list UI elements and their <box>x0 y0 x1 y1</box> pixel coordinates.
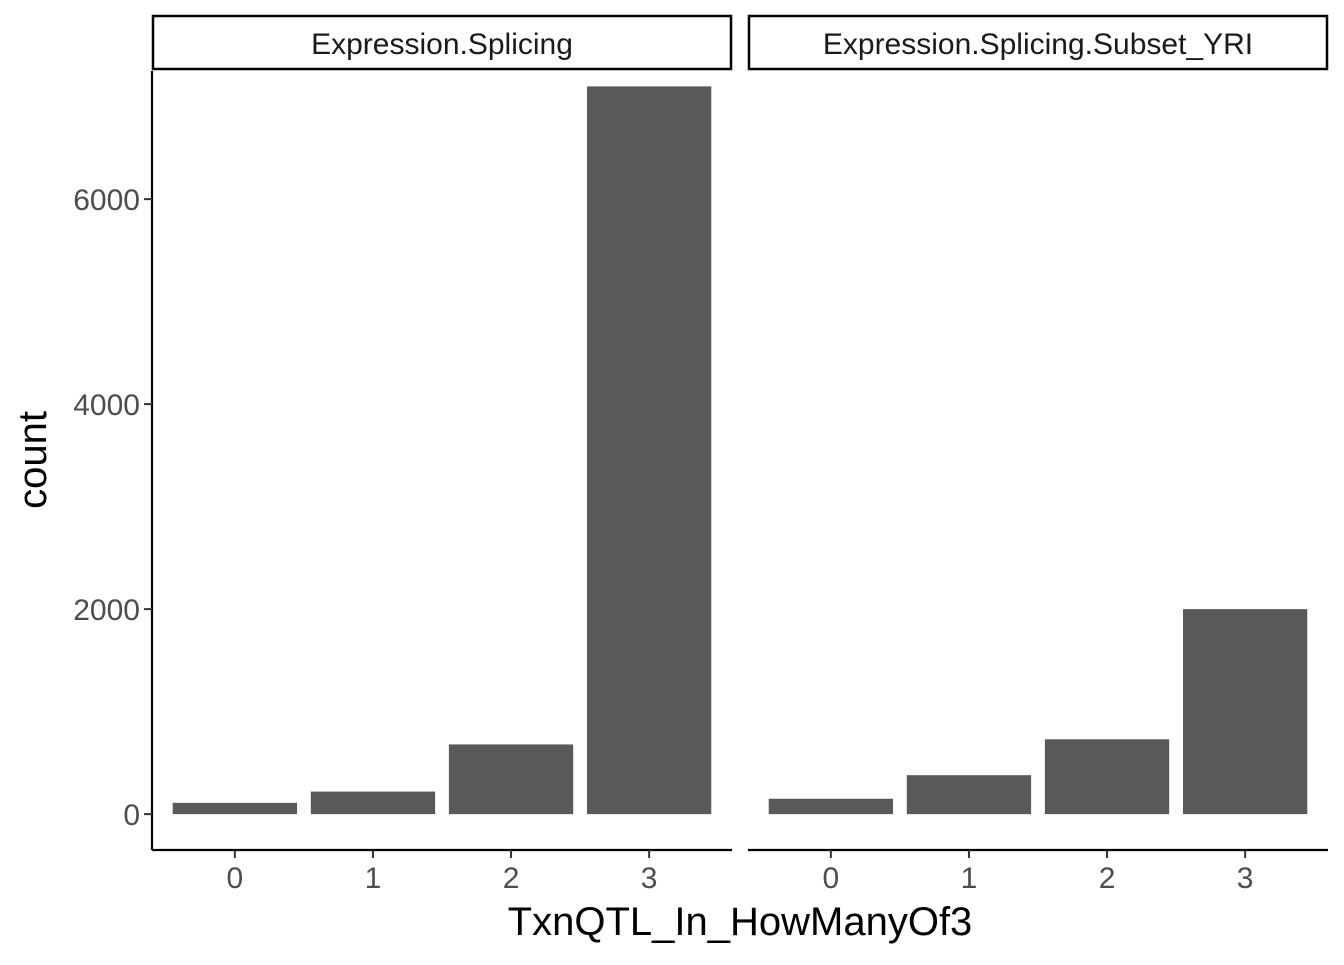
facet-strip-label: Expression.Splicing.Subset_YRI <box>823 28 1253 61</box>
facet-strip <box>151 14 733 71</box>
x-tick-label: 3 <box>1237 862 1254 895</box>
bar-2 <box>1044 739 1170 815</box>
x-tick-label: 2 <box>1099 862 1116 895</box>
x-tick-label: 3 <box>641 862 658 895</box>
facet-strip <box>747 14 1329 71</box>
y-tick-label: 6000 <box>73 184 140 217</box>
bar-1 <box>310 791 436 815</box>
y-axis: 0 2000 4000 6000 <box>73 71 154 850</box>
y-tick-label: 2000 <box>73 594 140 627</box>
y-tick-label: 4000 <box>73 389 140 422</box>
bar-2 <box>448 744 574 815</box>
bar-3 <box>1183 609 1308 815</box>
facet-strip-label: Expression.Splicing <box>311 28 573 61</box>
x-tick-label: 0 <box>823 862 840 895</box>
y-axis-title: count <box>11 411 55 509</box>
x-tick-label: 2 <box>503 862 520 895</box>
facet-panel: Expression.Splicing.Subset_YRI 0 1 2 3 <box>747 14 1329 895</box>
facet-panel: Expression.Splicing 0 1 2 3 <box>151 14 733 895</box>
bar-1 <box>906 775 1032 815</box>
x-tick-label: 0 <box>227 862 244 895</box>
x-tick-label: 1 <box>961 862 978 895</box>
bar-3 <box>587 86 712 815</box>
bar-0 <box>768 798 893 815</box>
bar-0 <box>172 802 297 815</box>
y-tick-label: 0 <box>123 799 140 832</box>
x-axis-title: TxnQTL_In_HowManyOf3 <box>508 900 973 944</box>
x-tick-label: 1 <box>365 862 382 895</box>
